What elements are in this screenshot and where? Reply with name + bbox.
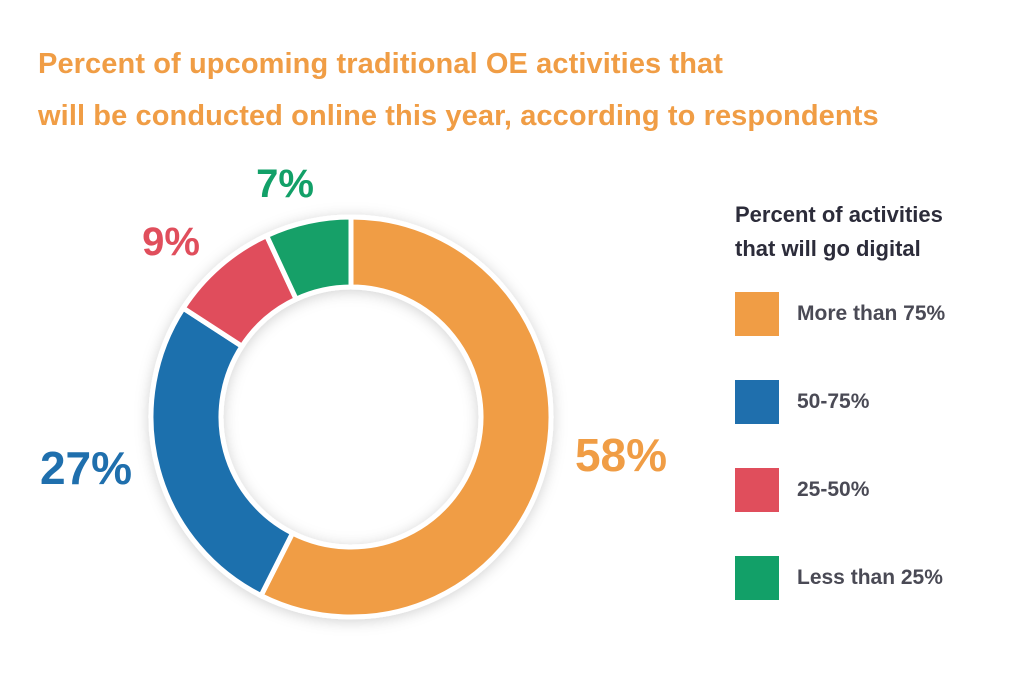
- donut-slice-1: [257, 214, 554, 620]
- legend-swatch: [735, 380, 779, 424]
- legend-swatch: [735, 468, 779, 512]
- legend-title-line-1: Percent of activities: [735, 202, 943, 227]
- legend-title-line-2: that will go digital: [735, 236, 921, 261]
- legend-label: 25-50%: [797, 478, 870, 501]
- legend-item-25-50: 25-50%: [735, 468, 1005, 512]
- legend-label: More than 75%: [797, 302, 946, 325]
- legend: Percent of activities that will go digit…: [735, 198, 1005, 644]
- chart-title-line-1: Percent of upcoming traditional OE activ…: [38, 48, 723, 80]
- slice-value-label-3: 9%: [142, 220, 200, 264]
- legend-swatch: [735, 556, 779, 600]
- chart-title-line-2: will be conducted online this year, acco…: [38, 100, 879, 132]
- donut-labels: 58% 27% 9% 7%: [40, 162, 667, 494]
- slice-value-label-1: 58%: [575, 429, 667, 481]
- legend-item-more-than-75: More than 75%: [735, 292, 1005, 336]
- legend-label: Less than 25%: [797, 566, 943, 589]
- legend-swatch: [735, 292, 779, 336]
- chart-title: Percent of upcoming traditional OE activ…: [38, 38, 998, 142]
- legend-item-less-than-25: Less than 25%: [735, 556, 1005, 600]
- donut-slice-2: [148, 304, 296, 599]
- slice-value-label-4: 7%: [256, 162, 314, 206]
- legend-title: Percent of activities that will go digit…: [735, 198, 1005, 266]
- legend-item-50-75: 50-75%: [735, 380, 1005, 424]
- slice-value-label-2: 27%: [40, 442, 132, 494]
- donut-slices: [148, 214, 554, 620]
- donut-slice-4: [263, 214, 354, 303]
- legend-label: 50-75%: [797, 390, 870, 413]
